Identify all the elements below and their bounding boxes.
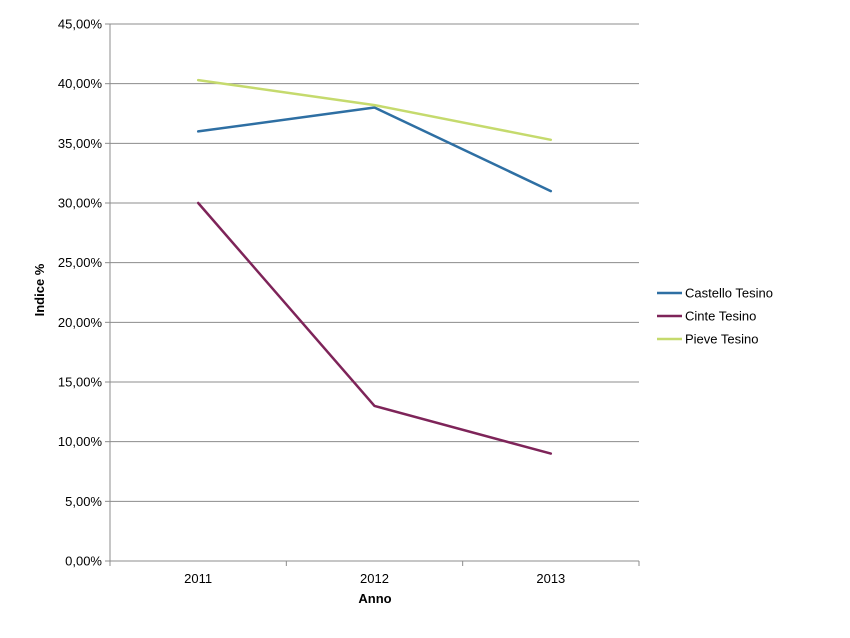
y-tick-label: 30,00%	[58, 196, 103, 211]
y-tick-label: 40,00%	[58, 76, 103, 91]
legend-label: Pieve Tesino	[685, 332, 758, 347]
x-tick-label: 2011	[184, 571, 212, 586]
series-line-castello-tesino	[196, 106, 553, 193]
y-tick-label: 0,00%	[65, 554, 102, 569]
x-tick-labels: 2011 2012 2013	[184, 571, 565, 586]
x-axis-title: Anno	[358, 591, 391, 606]
y-tick-label: 45,00%	[58, 17, 103, 32]
y-tick-labels: 0,00% 5,00% 10,00% 15,00% 20,00% 25,00% 30,00%…	[58, 17, 103, 569]
y-axis-title: Indice %	[32, 263, 47, 316]
series-line-pieve-tesino	[196, 78, 553, 142]
legend: Castello Tesino Cinte Tesino Pieve Tesino	[657, 286, 773, 347]
x-tick-label: 2013	[536, 571, 565, 586]
y-tick-label: 5,00%	[65, 494, 102, 509]
y-tick-label: 10,00%	[58, 434, 103, 449]
axes	[109, 24, 640, 566]
series-lines	[196, 78, 553, 455]
legend-label: Cinte Tesino	[685, 309, 756, 324]
series-line-cinte-tesino	[196, 201, 553, 455]
y-tick-label: 15,00%	[58, 375, 103, 390]
y-tick-label: 20,00%	[58, 315, 103, 330]
y-tick-label: 25,00%	[58, 255, 103, 270]
x-tick-label: 2012	[360, 571, 389, 586]
legend-label: Castello Tesino	[685, 286, 773, 301]
y-tick-label: 35,00%	[58, 136, 103, 151]
